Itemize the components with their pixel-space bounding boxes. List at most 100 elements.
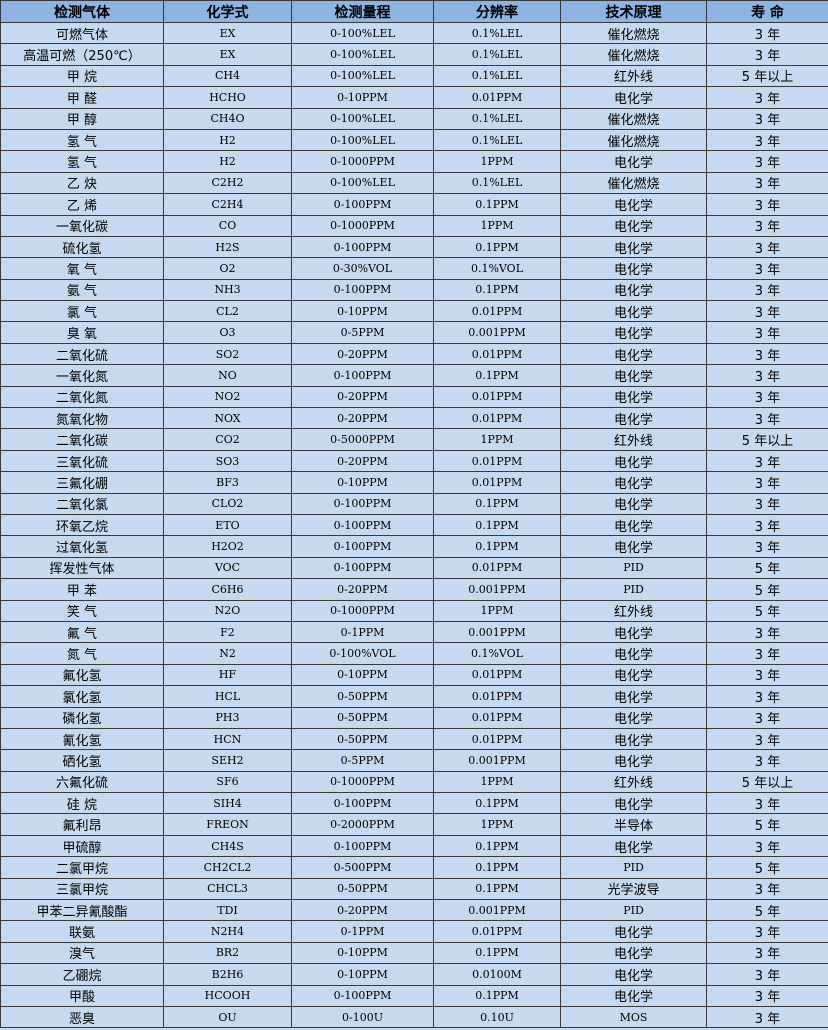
cell-resolution: 0.1%LEL — [433, 107, 561, 130]
cell-formula: EX — [163, 43, 292, 66]
header-resolution: 分辨率 — [433, 0, 561, 23]
cell-formula: SIH4 — [163, 792, 292, 815]
cell-range: 0-20PPM — [291, 899, 434, 922]
cell-range: 0-50PPM — [291, 685, 434, 708]
table-row: 高温可燃（250℃） EX 0-100%LEL 0.1%LEL 催化燃烧 3 年 — [0, 43, 828, 66]
cell-range: 0-20PPM — [291, 385, 434, 409]
table-row: 甲 醛 HCHO 0-10PPM 0.01PPM 电化学 3 年 — [0, 86, 828, 109]
cell-principle: PID — [560, 856, 707, 879]
cell-lifespan: 3 年 — [706, 792, 828, 815]
cell-principle: 电化学 — [560, 150, 707, 173]
cell-resolution: 0.01PPM — [433, 706, 561, 729]
table-row: 二氯甲烷 CH2CL2 0-500PPM 0.1PPM PID 5 年 — [0, 856, 828, 879]
cell-formula: OU — [163, 1005, 292, 1029]
table-row: 氟 气 F2 0-1PPM 0.001PPM 电化学 3 年 — [0, 620, 828, 644]
cell-formula: H2 — [163, 128, 292, 152]
cell-formula: NO — [163, 364, 292, 387]
cell-formula: HCOOH — [163, 984, 292, 1007]
cell-lifespan: 3 年 — [706, 385, 828, 409]
cell-resolution: 0.01PPM — [433, 556, 561, 580]
cell-range: 0-10PPM — [291, 941, 434, 965]
table-row: 氯化氢 HCL 0-50PPM 0.01PPM 电化学 3 年 — [0, 685, 828, 708]
cell-lifespan: 5 年 — [706, 813, 828, 836]
cell-lifespan: 3 年 — [706, 513, 828, 537]
cell-range: 0-10PPM — [291, 300, 434, 323]
cell-range: 0-100PPM — [291, 364, 434, 387]
cell-principle: 电化学 — [560, 385, 707, 409]
cell-gas: 甲 醛 — [0, 86, 164, 109]
cell-range: 0-30%VOL — [291, 257, 434, 280]
cell-principle: 电化学 — [560, 449, 707, 473]
cell-lifespan: 3 年 — [706, 278, 828, 302]
cell-range: 0-100PPM — [291, 193, 434, 216]
table-row: 氨 气 NH3 0-100PPM 0.1PPM 电化学 3 年 — [0, 278, 828, 302]
cell-resolution: 0.01PPM — [433, 300, 561, 323]
table-row: 硫化氢 H2S 0-100PPM 0.1PPM 电化学 3 年 — [0, 235, 828, 259]
header-formula: 化学式 — [163, 0, 292, 23]
cell-gas: 笑 气 — [0, 599, 164, 622]
cell-lifespan: 3 年 — [706, 492, 828, 515]
cell-resolution: 0.001PPM — [433, 749, 561, 772]
cell-formula: HCL — [163, 685, 292, 708]
cell-lifespan: 3 年 — [706, 150, 828, 173]
table-row: 六氟化硫 SF6 0-1000PPM 1PPM 红外线 5 年以上 — [0, 770, 828, 794]
table-row: 磷化氢 PH3 0-50PPM 0.01PPM 电化学 3 年 — [0, 706, 828, 729]
cell-gas: 甲酸 — [0, 984, 164, 1007]
cell-formula: SF6 — [163, 770, 292, 794]
cell-principle: 电化学 — [560, 278, 707, 302]
cell-lifespan: 3 年 — [706, 171, 828, 195]
cell-resolution: 0.1PPM — [433, 941, 561, 965]
cell-principle: 电化学 — [560, 920, 707, 943]
cell-lifespan: 3 年 — [706, 21, 828, 45]
cell-gas: 三氧化硫 — [0, 449, 164, 473]
cell-principle: 电化学 — [560, 321, 707, 344]
cell-gas: 高温可燃（250℃） — [0, 43, 164, 66]
cell-gas: 磷化氢 — [0, 706, 164, 729]
cell-gas: 二氧化氮 — [0, 385, 164, 409]
cell-lifespan: 3 年 — [706, 984, 828, 1007]
cell-principle: 催化燃烧 — [560, 43, 707, 66]
cell-formula: NOX — [163, 407, 292, 430]
cell-gas: 氢 气 — [0, 128, 164, 152]
cell-lifespan: 5 年 — [706, 899, 828, 922]
cell-resolution: 1PPM — [433, 813, 561, 836]
cell-principle: 催化燃烧 — [560, 107, 707, 130]
cell-gas: 六氟化硫 — [0, 770, 164, 794]
cell-gas: 二氧化氯 — [0, 492, 164, 515]
cell-principle: 电化学 — [560, 364, 707, 387]
cell-resolution: 0.10U — [433, 1005, 561, 1029]
table-row: 甲 烷 CH4 0-100%LEL 0.1%LEL 红外线 5 年以上 — [0, 64, 828, 88]
cell-lifespan: 3 年 — [706, 706, 828, 729]
cell-range: 0-1000PPM — [291, 770, 434, 794]
cell-resolution: 1PPM — [433, 428, 561, 451]
cell-resolution: 0.0100M — [433, 963, 561, 986]
cell-resolution: 0.1%LEL — [433, 43, 561, 66]
cell-formula: N2 — [163, 642, 292, 665]
cell-range: 0-100%LEL — [291, 107, 434, 130]
cell-lifespan: 5 年 — [706, 556, 828, 580]
cell-gas: 甲 烷 — [0, 64, 164, 88]
cell-formula: PH3 — [163, 706, 292, 729]
cell-lifespan: 3 年 — [706, 364, 828, 387]
cell-range: 0-100%LEL — [291, 43, 434, 66]
cell-resolution: 0.01PPM — [433, 663, 561, 687]
cell-formula: HCHO — [163, 86, 292, 109]
cell-resolution: 0.01PPM — [433, 727, 561, 751]
cell-lifespan: 3 年 — [706, 834, 828, 858]
cell-principle: 电化学 — [560, 620, 707, 644]
cell-lifespan: 3 年 — [706, 963, 828, 986]
cell-resolution: 0.01PPM — [433, 920, 561, 943]
cell-principle: 光学波导 — [560, 877, 707, 901]
cell-range: 0-1000PPM — [291, 150, 434, 173]
cell-gas: 二氧化硫 — [0, 342, 164, 366]
cell-range: 0-100PPM — [291, 792, 434, 815]
table-row: 臭 氧 O3 0-5PPM 0.001PPM 电化学 3 年 — [0, 321, 828, 344]
cell-resolution: 0.1PPM — [433, 235, 561, 259]
cell-formula: ETO — [163, 513, 292, 537]
cell-formula: CH2CL2 — [163, 856, 292, 879]
cell-range: 0-100PPM — [291, 235, 434, 259]
cell-principle: 催化燃烧 — [560, 128, 707, 152]
cell-formula: B2H6 — [163, 963, 292, 986]
cell-lifespan: 3 年 — [706, 663, 828, 687]
